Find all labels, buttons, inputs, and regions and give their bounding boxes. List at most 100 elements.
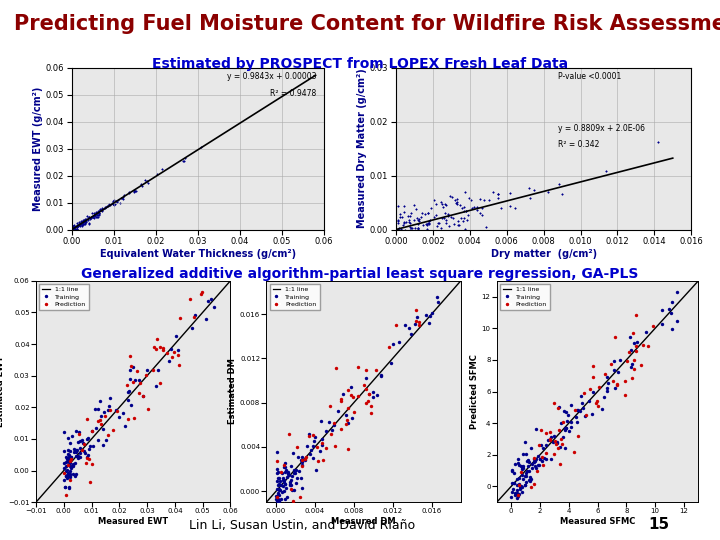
Point xyxy=(431,293,443,301)
Point xyxy=(507,485,518,494)
Point xyxy=(282,467,294,476)
Point xyxy=(520,471,531,480)
Point xyxy=(443,210,454,219)
Point xyxy=(81,415,93,423)
Point xyxy=(510,489,521,497)
Point xyxy=(271,491,282,500)
Point xyxy=(79,449,91,457)
Point xyxy=(449,220,460,229)
Point xyxy=(83,218,94,227)
Point xyxy=(317,435,328,443)
Point xyxy=(93,417,104,426)
Point xyxy=(602,379,613,387)
Point xyxy=(513,491,524,500)
Point xyxy=(559,424,571,433)
Point xyxy=(99,203,111,212)
Point xyxy=(528,480,539,489)
Point xyxy=(536,457,548,465)
Point xyxy=(81,453,92,461)
Point xyxy=(73,220,84,228)
Point xyxy=(151,335,163,343)
Point xyxy=(361,399,372,408)
Point xyxy=(528,455,540,463)
Point xyxy=(135,379,146,387)
Point xyxy=(129,186,140,195)
Point xyxy=(295,456,307,464)
Point xyxy=(87,212,99,220)
Point xyxy=(77,216,89,225)
Point xyxy=(542,187,554,196)
Point xyxy=(515,482,526,491)
Point xyxy=(278,500,289,508)
Point xyxy=(92,213,104,221)
Point xyxy=(107,199,118,207)
Point xyxy=(559,426,570,434)
Point xyxy=(399,321,410,329)
Point xyxy=(436,198,447,206)
Point xyxy=(376,370,387,379)
Point xyxy=(392,231,404,239)
Point xyxy=(666,325,678,333)
Point xyxy=(580,411,592,420)
Point xyxy=(629,364,640,373)
Point xyxy=(89,209,100,218)
Point xyxy=(530,464,541,473)
Point xyxy=(608,357,619,366)
Point xyxy=(400,218,412,226)
Point xyxy=(537,443,549,452)
Point xyxy=(523,458,535,467)
Point xyxy=(68,225,79,234)
Point xyxy=(76,218,88,227)
Point xyxy=(281,483,292,492)
Point xyxy=(570,413,582,421)
Point xyxy=(297,452,308,461)
Point xyxy=(104,200,115,209)
Point xyxy=(400,231,411,239)
Point xyxy=(395,224,407,233)
Point xyxy=(392,202,404,211)
Point xyxy=(174,361,185,369)
Point xyxy=(283,470,294,479)
Point xyxy=(68,225,79,234)
Point xyxy=(285,461,297,470)
Point xyxy=(62,450,73,458)
Point xyxy=(392,216,404,225)
Point xyxy=(360,374,372,382)
Point xyxy=(94,205,106,214)
Point xyxy=(540,455,552,463)
Point xyxy=(58,464,70,472)
Point xyxy=(130,376,141,384)
Point xyxy=(117,409,129,417)
Point xyxy=(455,214,467,222)
Point xyxy=(578,388,590,397)
Point xyxy=(514,483,526,491)
Point xyxy=(612,368,624,376)
Point xyxy=(76,436,88,444)
Point xyxy=(62,434,73,443)
Point xyxy=(83,455,94,464)
Point xyxy=(150,345,161,353)
Point xyxy=(521,469,532,477)
Point xyxy=(82,434,94,443)
Point xyxy=(292,452,304,461)
Point xyxy=(83,445,94,454)
X-axis label: Dry matter  (g/cm²): Dry matter (g/cm²) xyxy=(490,249,597,259)
Point xyxy=(163,357,175,366)
Point xyxy=(576,392,588,400)
Point xyxy=(407,231,418,239)
Point xyxy=(528,454,540,462)
Text: 15: 15 xyxy=(649,517,670,532)
Point xyxy=(297,461,308,470)
Point xyxy=(113,413,125,422)
Point xyxy=(387,340,399,348)
Point xyxy=(462,215,473,224)
Point xyxy=(449,196,461,205)
Point xyxy=(63,472,74,481)
Point xyxy=(656,319,667,328)
Point xyxy=(272,491,284,500)
Point xyxy=(97,425,109,434)
Point xyxy=(360,366,372,375)
Point xyxy=(409,320,420,328)
Point xyxy=(345,382,356,391)
Point xyxy=(508,469,520,478)
